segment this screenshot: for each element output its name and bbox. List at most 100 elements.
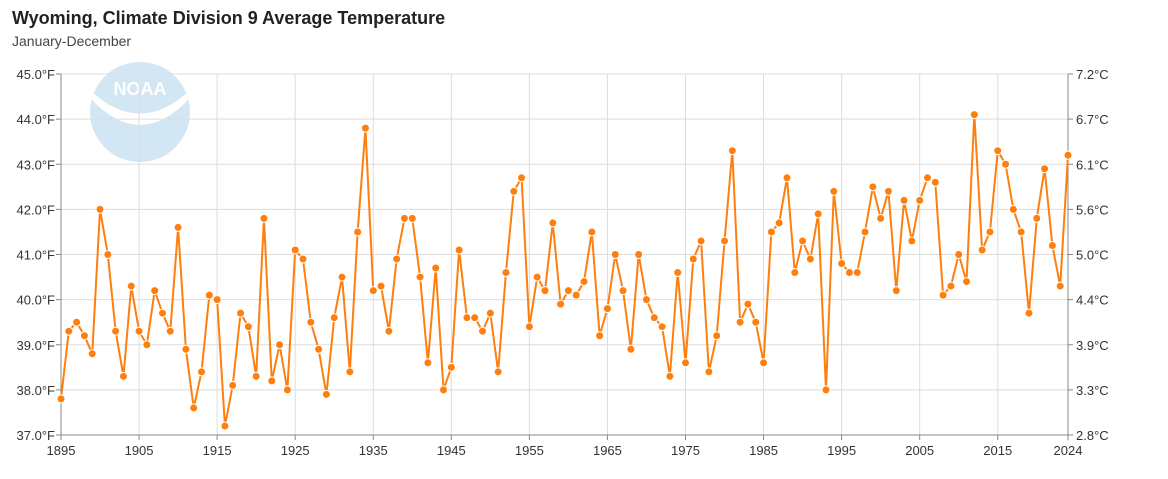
data-point (399, 213, 409, 223)
data-point (376, 281, 386, 291)
data-point (743, 299, 753, 309)
data-point (860, 227, 870, 237)
data-point (712, 331, 722, 341)
data-point (236, 308, 246, 318)
data-point (532, 272, 542, 282)
data-point (1055, 281, 1065, 291)
data-point (954, 250, 964, 259)
data-point (181, 344, 191, 354)
data-point (118, 371, 128, 381)
data-point (298, 254, 308, 264)
data-point (626, 344, 636, 354)
data-point (610, 250, 620, 259)
y-tick-label-right: 7.2°C (1076, 67, 1109, 82)
x-tick-label: 1915 (203, 443, 232, 458)
data-point (1047, 240, 1057, 250)
data-point (493, 367, 503, 377)
data-point (524, 322, 534, 332)
data-point (891, 286, 901, 296)
data-point (173, 222, 183, 232)
data-point (384, 326, 394, 336)
y-tick-label-right: 2.8°C (1076, 428, 1109, 443)
data-point (87, 349, 97, 359)
data-point (501, 268, 511, 278)
data-point (657, 322, 667, 332)
data-point (969, 110, 979, 120)
data-point (1001, 159, 1011, 169)
data-point (79, 331, 89, 341)
data-point (868, 182, 878, 192)
y-tick-label: 38.0°F (17, 383, 56, 398)
y-tick-label-right: 6.7°C (1076, 112, 1109, 127)
y-tick-label-right: 3.9°C (1076, 338, 1109, 353)
data-point (220, 421, 230, 431)
data-point (922, 173, 932, 183)
data-point (649, 313, 659, 323)
x-tick-label: 1955 (515, 443, 544, 458)
data-point (641, 295, 651, 305)
data-point (329, 313, 339, 323)
data-point (759, 358, 769, 368)
data-point (111, 326, 121, 336)
data-point (798, 236, 808, 246)
data-point (517, 173, 527, 183)
data-point (1040, 164, 1050, 174)
data-point (1032, 213, 1042, 223)
data-point (962, 277, 972, 287)
data-point (142, 340, 152, 350)
data-point (680, 358, 690, 368)
data-point (813, 209, 823, 219)
data-point (993, 146, 1003, 156)
y-tick-label-right: 5.0°C (1076, 248, 1109, 263)
data-point (1016, 227, 1026, 237)
y-tick-label: 39.0°F (17, 338, 56, 353)
data-point (485, 308, 495, 318)
data-point (212, 295, 222, 305)
data-point (829, 186, 839, 196)
data-point (735, 317, 745, 327)
data-point (204, 290, 214, 300)
data-point (454, 245, 464, 255)
data-point (1024, 308, 1034, 318)
data-point (306, 317, 316, 327)
data-point (805, 254, 815, 264)
data-point (243, 322, 253, 332)
data-point (556, 299, 566, 309)
data-point (673, 268, 683, 278)
data-point (368, 286, 378, 296)
data-point (165, 326, 175, 336)
data-point (720, 236, 730, 246)
data-point (852, 268, 862, 278)
y-tick-label: 37.0°F (17, 428, 56, 443)
data-point (665, 371, 675, 381)
data-point (290, 245, 300, 255)
data-point (353, 227, 363, 237)
data-point (423, 358, 433, 368)
data-point (548, 218, 558, 228)
data-point (189, 403, 199, 413)
data-point (446, 362, 456, 372)
data-point (688, 254, 698, 264)
data-point (478, 326, 488, 336)
x-tick-label: 2015 (983, 443, 1012, 458)
data-point (56, 394, 66, 404)
data-point (337, 272, 347, 282)
x-tick-label: 1965 (593, 443, 622, 458)
noaa-logo: NOAA (90, 62, 190, 162)
chart-title: Wyoming, Climate Division 9 Average Temp… (12, 8, 446, 28)
data-point (696, 236, 706, 246)
data-point (938, 290, 948, 300)
data-point (595, 331, 605, 341)
y-tick-label: 41.0°F (17, 248, 56, 263)
y-tick-label-right: 6.1°C (1076, 157, 1109, 172)
x-tick-label: 1895 (47, 443, 76, 458)
data-point (126, 281, 136, 291)
data-point (727, 146, 737, 156)
x-tick-label: 2005 (905, 443, 934, 458)
data-point (766, 227, 776, 237)
data-point (64, 326, 74, 336)
data-point (1063, 150, 1073, 160)
data-point (150, 286, 160, 296)
data-point (509, 186, 519, 196)
